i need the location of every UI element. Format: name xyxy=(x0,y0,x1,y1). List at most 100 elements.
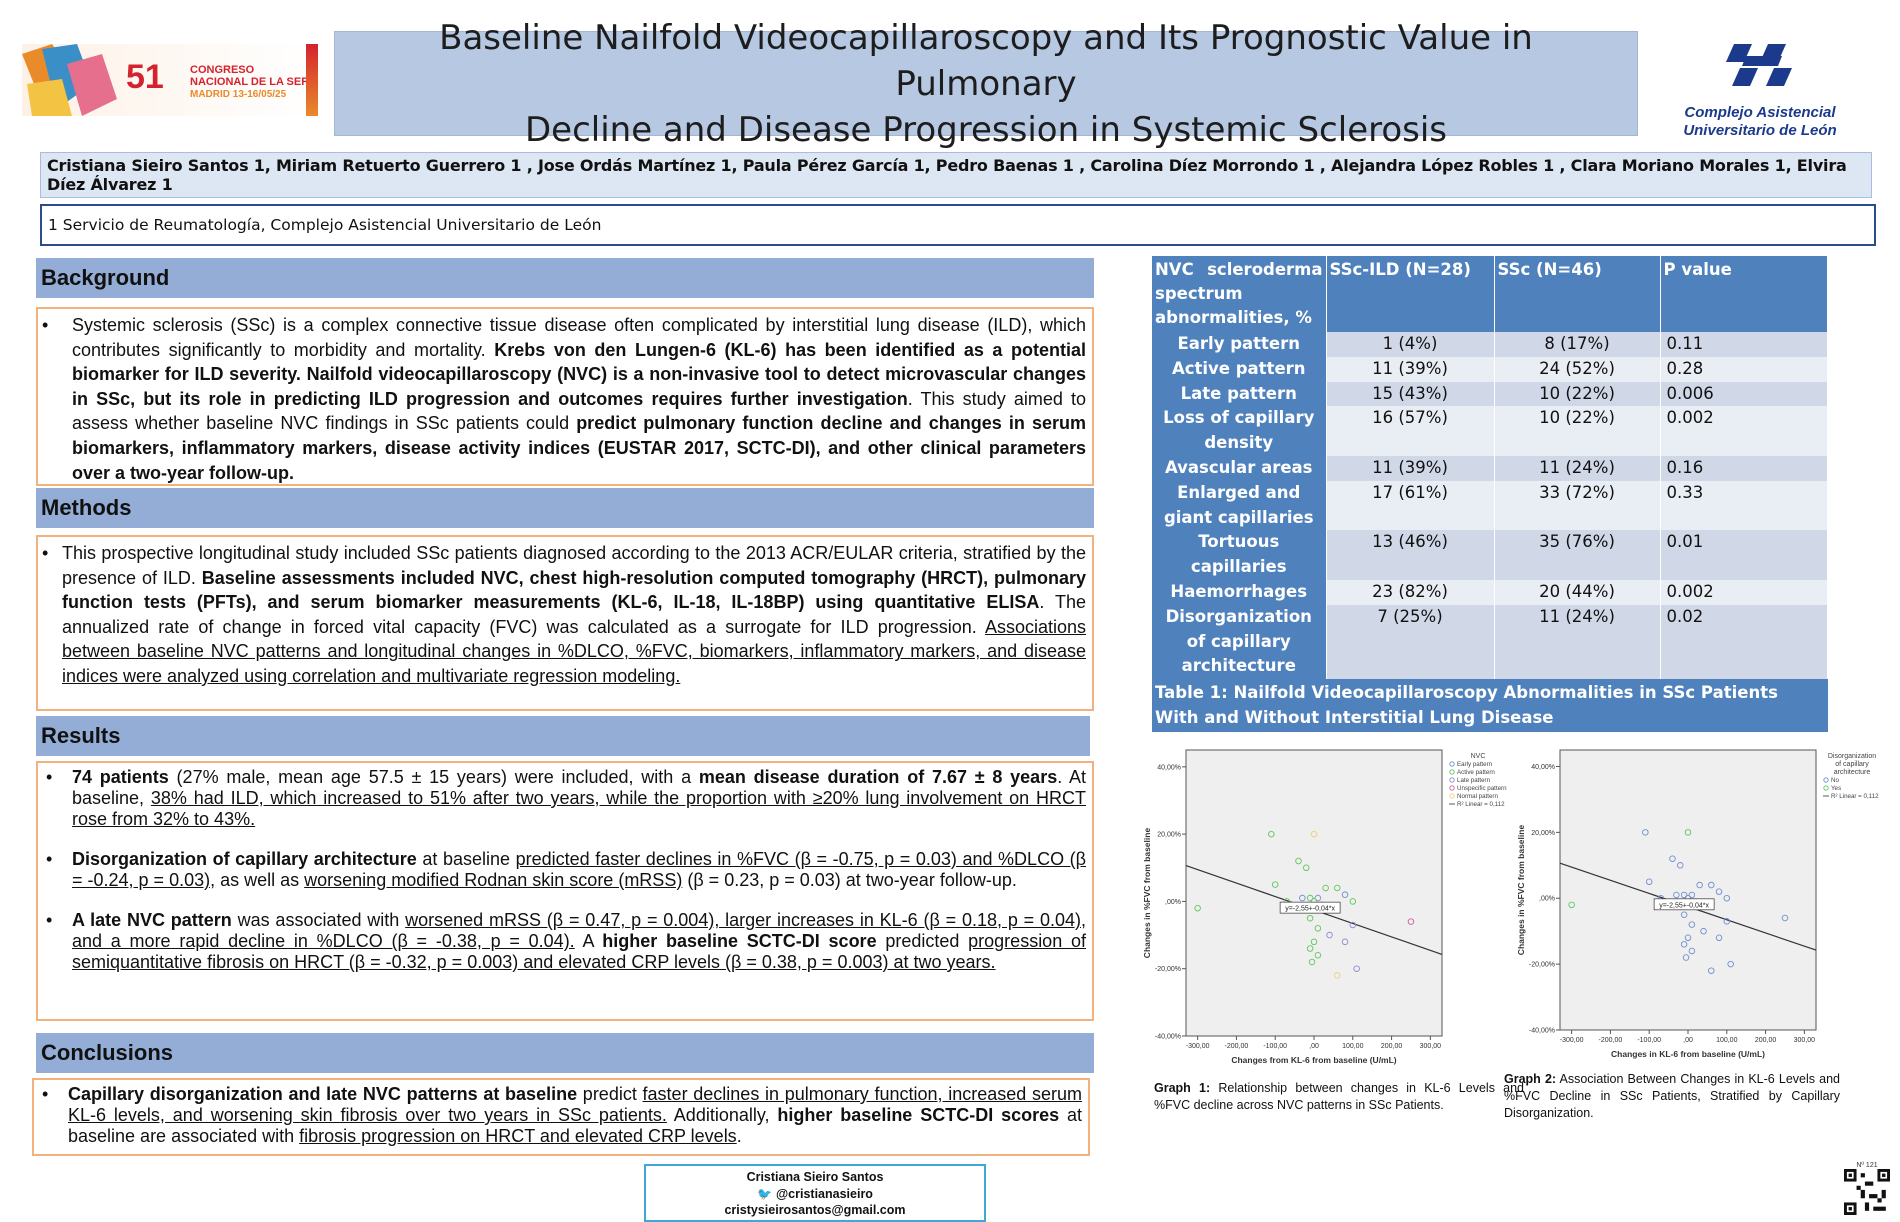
data-point xyxy=(1708,967,1715,974)
institution-name-line2: Universitario de León xyxy=(1683,122,1837,139)
y-tick-label: ,00% xyxy=(1165,899,1181,906)
graph-1-caption-label: Graph 1: xyxy=(1154,1081,1211,1095)
c-f: at baseline are associated with xyxy=(68,1105,1083,1146)
legend-entry: Unspecific pattern xyxy=(1457,785,1507,792)
y-tick-label: -20,00% xyxy=(1529,962,1555,969)
legend-marker xyxy=(1449,785,1455,791)
c-d: Additionally, xyxy=(666,1105,778,1125)
poster-qr-block: Nº 121 xyxy=(1844,1162,1890,1220)
table-cell: 11 (39%) xyxy=(1326,455,1495,481)
y-tick-label: 40,00% xyxy=(1157,764,1181,771)
y-tick-label: ,00% xyxy=(1539,896,1555,903)
affiliation-bar: 1 Servicio de Reumatología, Complejo Asi… xyxy=(40,204,1876,246)
bullet: • xyxy=(42,1084,49,1104)
r3a: A late NVC pattern xyxy=(72,910,232,930)
legend-entry: Late pattern xyxy=(1457,777,1491,784)
graph-1-caption: Graph 1: Relationship between changes in… xyxy=(1154,1080,1524,1114)
x-tick-label: 100,00 xyxy=(1342,1043,1364,1050)
y-tick-label: 20,00% xyxy=(1157,832,1181,839)
bullet: • xyxy=(46,849,53,869)
data-point xyxy=(1271,881,1279,888)
fit-equation-box xyxy=(1653,898,1715,911)
table-row-label: Loss of capillary density xyxy=(1152,406,1327,456)
results-point-1: • 74 patients (27% male, mean age 57.5 ± … xyxy=(46,767,1086,830)
bullet: • xyxy=(42,543,49,563)
data-point xyxy=(1349,898,1357,905)
r1e: 38% had ILD, which increased to 51% afte… xyxy=(72,788,1086,829)
institution-logo: Complejo Asistencial Universitario de Le… xyxy=(1660,36,1860,146)
table-header: SSc-ILD (N=28) xyxy=(1326,256,1495,332)
congress-logo-bar xyxy=(306,44,318,116)
bullet: • xyxy=(42,315,49,335)
institution-name-line1: Complejo Asistencial xyxy=(1684,104,1836,121)
table-cell: 0.33 xyxy=(1660,480,1828,531)
methods-body: • This prospective longitudinal study inc… xyxy=(36,535,1094,711)
table-row-label: Tortuous capillaries xyxy=(1152,530,1327,580)
table-header: P value xyxy=(1660,256,1828,332)
data-point xyxy=(1696,881,1703,889)
table-cell: 33 (72%) xyxy=(1494,480,1661,531)
congress-logo-shapes xyxy=(22,44,117,116)
data-point xyxy=(1688,921,1696,928)
legend-entry: Yes xyxy=(1831,785,1841,792)
x-tick-label: -100,00 xyxy=(1637,1037,1661,1044)
data-point xyxy=(1673,891,1680,899)
table-cell: 0.002 xyxy=(1660,406,1828,456)
legend-fit-label: R² Linear = 0,112 xyxy=(1457,801,1505,808)
results-point-3: • A late NVC pattern was associated with … xyxy=(46,910,1086,973)
data-point xyxy=(1308,958,1316,966)
data-point xyxy=(1349,921,1357,929)
table-cell: 17 (61%) xyxy=(1326,480,1495,531)
x-tick-label: 300,00 xyxy=(1420,1043,1442,1050)
data-point xyxy=(1341,938,1349,946)
data-point xyxy=(1302,864,1310,872)
r2e: worsening modified Rodnan skin score (mR… xyxy=(304,870,683,890)
r3d: A xyxy=(574,931,603,951)
r1a: 74 patients xyxy=(72,767,169,787)
table-row-label: Early pattern xyxy=(1152,332,1327,357)
data-point xyxy=(1723,918,1731,925)
x-tick-label: -100,00 xyxy=(1263,1043,1287,1050)
c-c: faster declines in pulmonary function, i… xyxy=(68,1084,1083,1125)
data-point xyxy=(1727,960,1734,968)
data-point xyxy=(1322,884,1329,892)
r2c: predicted faster declines in %FVC (β = -… xyxy=(72,849,1086,890)
legend-marker xyxy=(1823,777,1829,783)
data-point xyxy=(1407,918,1415,925)
legend-marker xyxy=(1823,785,1829,791)
legend-title: architecture xyxy=(1834,769,1871,776)
legend-fit-label: R² Linear = 0,112 xyxy=(1831,793,1879,800)
data-point xyxy=(1723,894,1731,902)
table-row: Loss of capillary density 16 (57%) 10 (22%… xyxy=(1152,406,1828,456)
r3c: worsened mRSS (β = 0.47, p = 0.004), lar… xyxy=(72,910,1086,951)
r2a: Disorganization of capillary architectur… xyxy=(72,849,417,869)
contact-twitter[interactable]: @cristianasieiro xyxy=(775,1186,873,1201)
congress-number: 51 xyxy=(126,58,164,96)
x-axis-label: Changes from KL-6 from baseline (U/mL) xyxy=(1231,1055,1396,1065)
data-point xyxy=(1334,884,1341,892)
c-b: predict xyxy=(577,1084,643,1104)
table-row: Disorganization of capillary architectur… xyxy=(1152,604,1828,680)
legend-marker xyxy=(1449,769,1455,775)
institution-logo-icon xyxy=(1726,44,1792,86)
data-point xyxy=(1642,829,1649,836)
r2b: at baseline xyxy=(416,849,516,869)
congress-line3: MADRID 13-16/05/25 xyxy=(190,89,287,100)
title-line1: Baseline Nailfold Videocapillaroscopy an… xyxy=(439,17,1533,104)
background-text-4: predict pulmonary function decline and c… xyxy=(72,413,1086,483)
data-point xyxy=(1676,862,1684,869)
contact-email[interactable]: cristysieirosantos@gmail.com xyxy=(724,1203,906,1217)
data-point xyxy=(1326,931,1333,939)
r1d: . At baseline, xyxy=(72,767,1086,808)
y-axis-label: Changes in %FVC from baseline xyxy=(1142,828,1152,959)
data-point xyxy=(1314,894,1322,902)
qr-code-icon[interactable] xyxy=(1844,1169,1890,1215)
table-cell: 7 (25%) xyxy=(1326,604,1495,680)
table-cell: 11 (24%) xyxy=(1494,604,1661,680)
background-heading: Background xyxy=(36,258,1094,298)
methods-text-1: This prospective longitudinal study incl… xyxy=(62,543,1086,588)
nvc-table-wrap: NVC scleroderma spectrum abnormalities, … xyxy=(1152,256,1828,733)
table-caption: Table 1: Nailfold Videocapillaroscopy Ab… xyxy=(1152,679,1828,733)
poster-title: Baseline Nailfold Videocapillaroscopy an… xyxy=(335,15,1637,153)
table-cell: 0.28 xyxy=(1660,356,1828,382)
